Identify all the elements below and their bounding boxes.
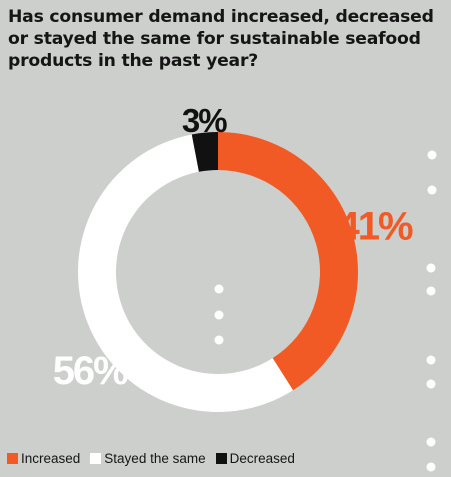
decorative-dot xyxy=(426,462,436,472)
chart-legend: Increased Stayed the same Decreased xyxy=(7,449,295,467)
decorative-dot xyxy=(426,355,436,365)
decorative-dot xyxy=(427,185,437,195)
decorative-dot xyxy=(214,284,224,294)
legend-swatch-increased xyxy=(7,452,18,464)
decorative-dot xyxy=(426,437,436,447)
data-label-stayed-the-same: 56% xyxy=(53,349,128,393)
decorative-dot xyxy=(427,150,437,160)
data-labels: 41% 56% 3% xyxy=(53,102,415,393)
decorative-dot xyxy=(426,286,436,296)
chart-title: Has consumer demand increased, decreased… xyxy=(8,7,434,71)
slice-stayed-the-same xyxy=(78,134,294,412)
slice-decreased xyxy=(191,132,218,172)
legend-item-stayed-the-same: Stayed the same xyxy=(90,450,206,466)
legend-swatch-stayed-the-same xyxy=(90,452,102,464)
decorative-dot xyxy=(426,263,436,273)
data-label-decreased: 3% xyxy=(182,102,227,139)
decorative-dot xyxy=(214,335,224,345)
legend-item-increased: Increased xyxy=(7,451,80,466)
legend-label-stayed-the-same: Stayed the same xyxy=(104,450,206,466)
decorative-dot xyxy=(214,310,224,320)
legend-label-increased: Increased xyxy=(21,450,81,466)
legend-label-decreased: Decreased xyxy=(229,450,295,466)
donut-slices xyxy=(78,132,358,412)
legend-swatch-decreased xyxy=(215,452,227,464)
data-label-increased: 41% xyxy=(337,205,412,249)
decorative-dot xyxy=(426,379,436,389)
slice-increased xyxy=(218,132,358,391)
legend-item-decreased: Decreased xyxy=(215,450,295,466)
decorative-dots xyxy=(214,150,437,472)
